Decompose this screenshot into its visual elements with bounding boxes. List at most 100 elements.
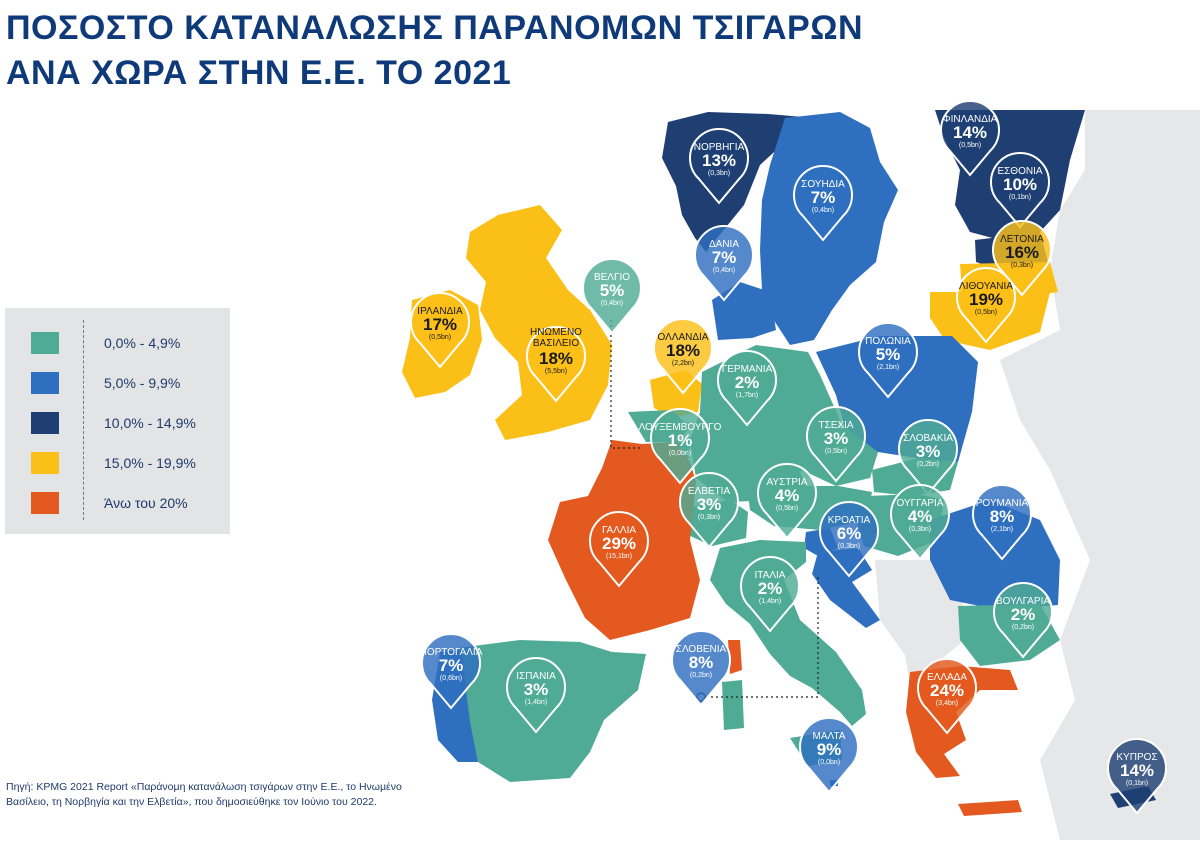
pin-volume: (0,2bn): [917, 461, 939, 468]
pin-country-name: ΚΡΟΑΤΙΑ: [828, 515, 871, 526]
pin-percentage: 29%: [602, 534, 636, 553]
pin-country-name: ΒΑΣΙΛΕΙΟ: [533, 338, 579, 349]
pin-marker: [858, 322, 918, 399]
pin-country-name: ΕΣΘΟΝΙΑ: [997, 166, 1042, 177]
legend-item: 5,0% - 9,9%: [31, 372, 221, 394]
pin-country-name: ΟΥΓΓΑΡΙΑ: [896, 498, 943, 509]
pin-percentage: 1%: [668, 431, 693, 450]
pin-country-name: ΓΕΡΜΑΝΙΑ: [722, 364, 773, 375]
pin-percentage: 17%: [423, 315, 457, 334]
pin-marker: [799, 717, 859, 794]
pin-marker: [1107, 738, 1167, 815]
source-note: Πηγή: KPMG 2021 Report «Παράνομη κατανάλ…: [6, 781, 402, 808]
pin-country-name: ΣΛΟΒΑΚΙΑ: [903, 433, 953, 444]
pin-country-name: ΑΥΣΤΡΙΑ: [766, 477, 807, 488]
pin-volume: (1,4bn): [759, 598, 781, 605]
pin-country-name: ΙΣΠΑΝΙΑ: [516, 671, 556, 682]
pin-percentage: 3%: [824, 429, 849, 448]
pin-marker: [689, 128, 749, 205]
pin-marker: [793, 165, 853, 242]
pin-percentage: 2%: [1011, 605, 1036, 624]
pin-volume: (0,4bn): [601, 300, 623, 307]
pin-percentage: 7%: [811, 188, 836, 207]
pin-marker: [650, 408, 710, 485]
pin-percentage: 14%: [953, 123, 987, 142]
pin-percentage: 24%: [930, 681, 964, 700]
pin-percentage: 7%: [439, 656, 464, 675]
pin-volume: (1,4bn): [525, 699, 547, 706]
pin-volume: (0,5bn): [776, 505, 798, 512]
pin-marker: [410, 292, 470, 369]
title-line-2: ΑΝΑ ΧΩΡΑ ΣΤΗΝ Ε.Ε. ΤΟ 2021: [6, 54, 512, 92]
pin-marker: [653, 318, 713, 395]
pin-volume: (3,4bn): [936, 700, 958, 707]
pin-country-name: ΙΡΛΑΝΔΙΑ: [417, 306, 463, 317]
pin-country-name: ΦΙΝΛΑΝΔΙΑ: [943, 114, 998, 125]
pin-country-name: ΒΕΛΓΙΟ: [594, 272, 630, 283]
pin-volume: (2,1bn): [877, 364, 899, 371]
country-croatia: [812, 548, 880, 628]
pin-marker: [679, 472, 739, 549]
pin-volume: (1,7bn): [736, 392, 758, 399]
pin-marker: [671, 630, 731, 707]
pin-volume: (0,1bn): [1126, 780, 1148, 787]
pin-country-name: ΤΣΕΧΙΑ: [818, 420, 853, 431]
pin-country-name: ΣΛΟΒΕΝΙΑ: [676, 644, 727, 655]
pin-country-name: ΛΟΥΞΕΜΒΟΥΡΓΟ: [639, 422, 722, 433]
pin-country-name: ΔΑΝΙΑ: [709, 239, 739, 250]
pin-volume: (0,4bn): [812, 207, 834, 214]
pin-volume: (0,4bn): [713, 267, 735, 274]
legend-label: 10,0% - 14,9%: [104, 415, 196, 431]
pin-country-name: ΣΟΥΗΔΙΑ: [801, 179, 845, 190]
pin-marker: [972, 484, 1032, 561]
pin-percentage: 6%: [837, 524, 862, 543]
pin-country-name: ΓΑΛΛΙΑ: [602, 525, 636, 536]
pin-percentage: 4%: [775, 486, 800, 505]
pin-marker: [940, 100, 1000, 177]
pin-marker: [890, 484, 950, 561]
pin-percentage: 7%: [712, 248, 737, 267]
pin-marker: [717, 350, 777, 427]
pin-percentage: 5%: [600, 281, 625, 300]
pin-marker: [819, 501, 879, 578]
pin-country-name: ΠΟΛΩΝΙΑ: [865, 336, 911, 347]
pin-marker: [526, 326, 586, 403]
country-greece-crete: [958, 800, 1022, 816]
pin-volume: (0,1bn): [1009, 194, 1031, 201]
pin-volume: (0,3bn): [909, 526, 931, 533]
pin-volume: (2,2bn): [672, 360, 694, 367]
pin-volume: (0,3bn): [1011, 262, 1033, 269]
pin-percentage: 19%: [969, 290, 1003, 309]
pin-marker: [990, 152, 1050, 229]
pin-country-name: ΛΙΘΟΥΑΝΙΑ: [959, 281, 1013, 292]
countries-layer: [402, 110, 1156, 816]
pin-country-name: ΕΛΛΑΔΑ: [927, 672, 967, 683]
pin-marker: [806, 406, 866, 483]
country-uk: [466, 205, 612, 440]
pin-percentage: 14%: [1120, 761, 1154, 780]
country-italy-sardinia: [722, 680, 744, 730]
legend-swatch: [31, 412, 59, 434]
pin-percentage: 8%: [990, 507, 1015, 526]
pin-percentage: 3%: [697, 495, 722, 514]
pin-percentage: 18%: [666, 341, 700, 360]
